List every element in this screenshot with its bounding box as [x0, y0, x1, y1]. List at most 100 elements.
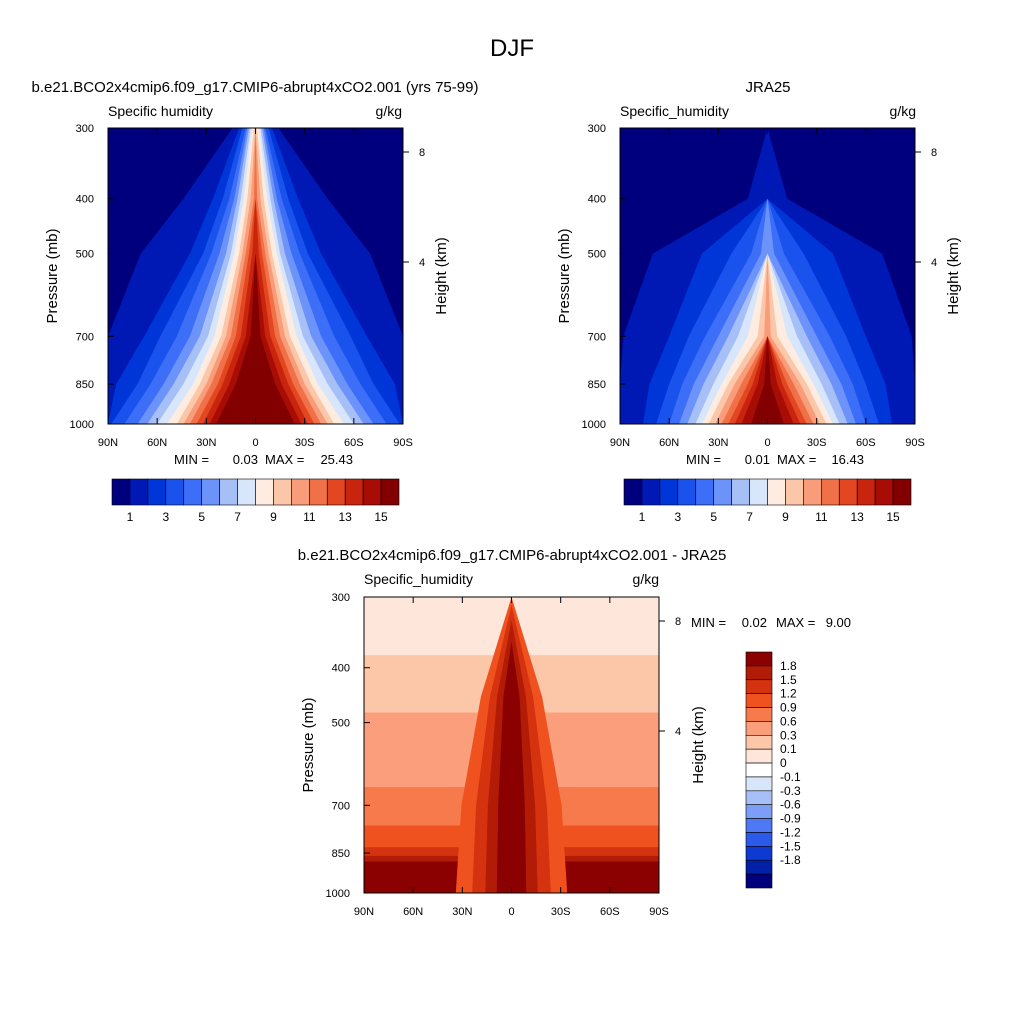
- colorbar-swatch: [745, 832, 773, 847]
- colorbar-swatch: [745, 748, 773, 764]
- x-tick-label: 60N: [659, 437, 679, 449]
- x-tick-label: 30N: [196, 437, 216, 449]
- contour-level-10: [715, 128, 820, 424]
- contour-plot-difference: 90N 60N 30N 0 30S 60S 90S 300 400 500 700 850 1000 8 4: [326, 592, 682, 918]
- colorbar-swatch: [745, 873, 773, 889]
- colorbar-label: 5: [198, 510, 205, 524]
- max-label: MAX =: [777, 452, 816, 467]
- x-tick-label: 90S: [393, 437, 413, 449]
- max-value: 16.43: [831, 452, 864, 467]
- y2-tick-label: 4: [931, 257, 937, 269]
- colorbar-swatch: [745, 776, 773, 792]
- colorbar-swatch: [745, 693, 773, 708]
- colorbar-swatch: [745, 734, 773, 750]
- y-tick-label: 400: [76, 194, 94, 206]
- y-tick-label: 700: [76, 331, 94, 343]
- colorbar-model: 1 3 5 7 9 11 13 15: [111, 478, 400, 524]
- y2-axis-label: Height (km): [945, 237, 962, 315]
- y-tick-label: 1000: [326, 888, 350, 900]
- units-label: g/kg: [633, 571, 659, 587]
- y2-tick-label: 8: [419, 147, 425, 159]
- colorbar-label: 1: [127, 510, 134, 524]
- min-label: MIN =: [691, 615, 726, 630]
- colorbar-label: 11: [303, 510, 316, 524]
- colorbar-swatch: [344, 478, 364, 506]
- colorbar-label: 9: [270, 510, 277, 524]
- y-tick-label: 500: [588, 249, 606, 261]
- colorbar-swatch: [201, 478, 220, 506]
- colorbar-label: -1.8: [780, 853, 801, 867]
- y2-tick-label: 4: [675, 726, 681, 738]
- colorbar-label: -0.1: [780, 770, 801, 784]
- panel-model: b.e21.BCO2x4cmip6.f09_g17.CMIP6-abrupt4x…: [32, 79, 479, 524]
- x-tick-label: 30N: [452, 906, 472, 918]
- colorbar-swatch: [745, 859, 773, 875]
- colorbar-label: 1.2: [780, 687, 797, 701]
- y-tick-label: 300: [76, 123, 94, 135]
- x-tick-label: 30S: [551, 906, 571, 918]
- colorbar-swatch: [326, 478, 346, 506]
- x-tick-label: 0: [508, 906, 514, 918]
- colorbar-label: 0.9: [780, 701, 797, 715]
- colorbar-label: 1.5: [780, 673, 797, 687]
- y2-tick-label: 8: [931, 147, 937, 159]
- colorbar-swatch: [745, 818, 773, 833]
- colorbar-swatch: [273, 478, 292, 506]
- x-tick-label: 0: [764, 437, 770, 449]
- y-tick-label: 1000: [582, 419, 606, 431]
- max-label: MAX =: [776, 615, 815, 630]
- y-tick-label: 850: [588, 379, 606, 391]
- colorbar-swatch: [767, 478, 786, 506]
- max-value: 9.00: [826, 615, 851, 630]
- colorbar-swatch: [147, 478, 167, 506]
- colorbar-swatch: [821, 478, 840, 506]
- x-tick-label: 30N: [708, 437, 728, 449]
- panel-obs: JRA25 Specific_humidity g/kg 90N 60N 30N 0 3…: [556, 79, 962, 524]
- x-tick-label: 60S: [856, 437, 876, 449]
- colorbar-swatch: [749, 478, 768, 506]
- y2-tick-label: 4: [419, 257, 425, 269]
- min-label: MIN =: [686, 452, 721, 467]
- colorbar-label: 5: [710, 510, 717, 524]
- colorbar-difference: 1.81.51.20.90.60.30.10-0.1-0.3-0.6-0.9-1…: [745, 651, 801, 889]
- colorbar-label: 15: [886, 510, 900, 524]
- x-tick-label: 90S: [649, 906, 669, 918]
- x-tick-label: 60N: [403, 906, 423, 918]
- panel-heading: b.e21.BCO2x4cmip6.f09_g17.CMIP6-abrupt4x…: [32, 79, 479, 96]
- colorbar-swatch: [856, 478, 876, 506]
- colorbar-swatch: [838, 478, 858, 506]
- colorbar-label: -0.6: [780, 798, 801, 812]
- colorbar-label: 0.3: [780, 728, 797, 742]
- min-value: 0.03: [233, 452, 258, 467]
- colorbar-label: 13: [851, 510, 865, 524]
- max-value: 25.43: [320, 452, 353, 467]
- colorbar-label: -0.3: [780, 784, 801, 798]
- x-tick-label: 0: [252, 437, 258, 449]
- colorbar-swatch: [745, 651, 773, 667]
- y-tick-label: 700: [332, 800, 350, 812]
- panel-heading: JRA25: [745, 79, 790, 96]
- colorbar-swatch: [309, 478, 328, 506]
- colorbar-swatch: [129, 478, 149, 506]
- colorbar-swatch: [165, 478, 185, 506]
- y2-axis-label: Height (km): [433, 237, 450, 315]
- x-tick-label: 90N: [354, 906, 374, 918]
- y-tick-label: 400: [332, 663, 350, 675]
- y2-tick-label: 8: [675, 616, 681, 628]
- colorbar-label: 7: [234, 510, 241, 524]
- colorbar-swatch: [183, 478, 202, 506]
- y-tick-label: 500: [76, 249, 94, 261]
- y-axis-label: Pressure (mb): [300, 697, 317, 792]
- x-tick-label: 30S: [807, 437, 827, 449]
- panel-heading: b.e21.BCO2x4cmip6.f09_g17.CMIP6-abrupt4x…: [298, 547, 727, 564]
- colorbar-swatch: [695, 478, 714, 506]
- variable-label: Specific_humidity: [620, 103, 729, 119]
- colorbar-label: 0.1: [780, 742, 797, 756]
- variable-label: Specific humidity: [108, 103, 213, 119]
- figure-title: DJF: [490, 35, 534, 62]
- y-tick-label: 1000: [70, 419, 94, 431]
- contour-level-15: [216, 128, 295, 424]
- x-tick-label: 90N: [98, 437, 118, 449]
- contour-level-15: [751, 128, 784, 424]
